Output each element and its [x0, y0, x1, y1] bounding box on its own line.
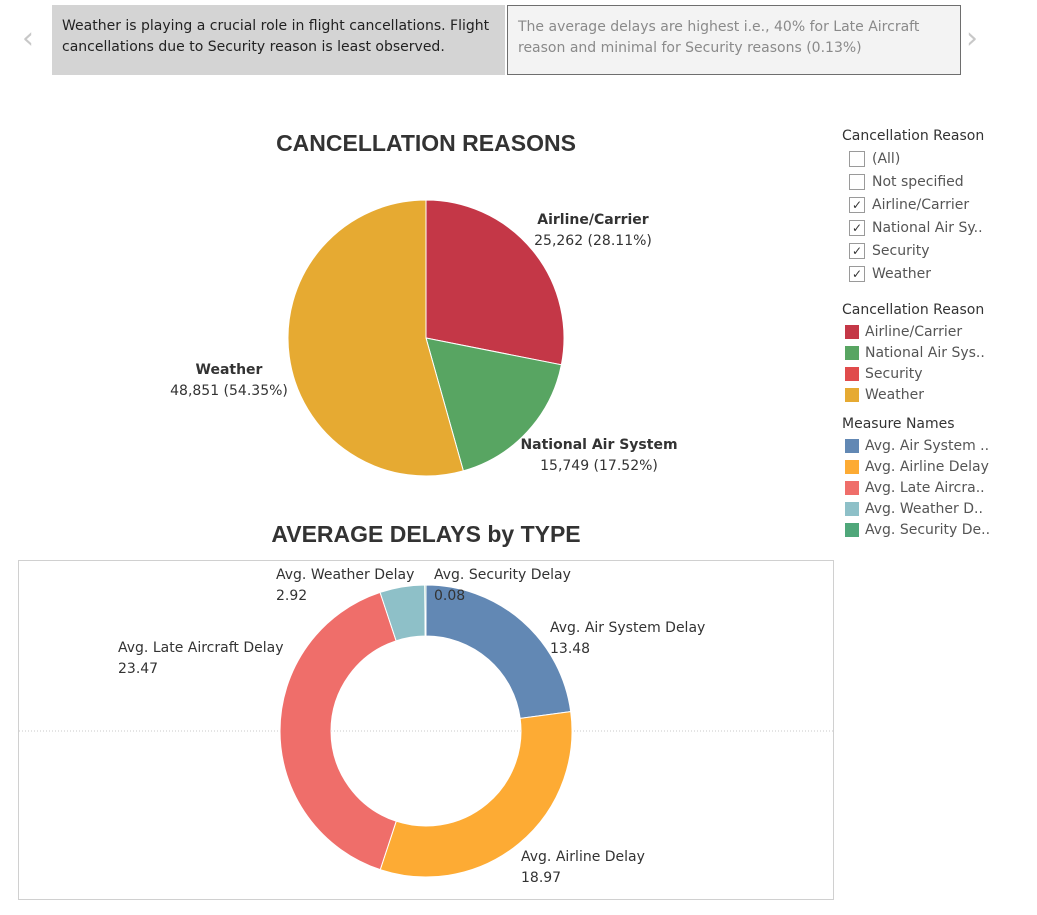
color-swatch: [845, 501, 859, 516]
donut-label-value-avg-weather-delay: 2.92: [276, 588, 307, 604]
legend-item-label: National Air Sys..: [865, 344, 985, 361]
cancellation-reason-legend: Cancellation Reason Airline/Carrier Nati…: [842, 299, 1032, 405]
legend-item-airline-carrier[interactable]: Airline/Carrier: [842, 321, 1032, 342]
pie-label-name-airline-carrier: Airline/Carrier: [537, 212, 649, 228]
legend-item-national-air-system[interactable]: National Air Sys..: [842, 342, 1032, 363]
checkbox-icon[interactable]: [849, 173, 865, 190]
story-prev-arrow-icon[interactable]: ‹: [22, 21, 34, 56]
filter-item-label: Weather: [872, 265, 931, 282]
legend-item-label: Avg. Security De..: [865, 521, 991, 538]
pie-label-value-airline-carrier: 25,262 (28.11%): [534, 233, 652, 249]
checkbox-checked-icon[interactable]: ✓: [849, 265, 865, 282]
delays-chart-frame: Avg. Air System Delay 13.48 Avg. Airline D…: [18, 560, 834, 900]
filter-item-label: (All): [872, 150, 901, 167]
color-swatch: [845, 366, 859, 381]
donut-label-name-avg-security-delay: Avg. Security Delay: [434, 567, 571, 583]
filter-item-weather[interactable]: ✓ Weather: [842, 262, 1032, 285]
filter-title: Cancellation Reason: [842, 128, 985, 144]
color-swatch: [845, 345, 859, 360]
color-swatch: [845, 480, 859, 495]
donut-label-name-avg-air-system-delay: Avg. Air System Delay: [550, 620, 705, 636]
pie-chart-title: CANCELLATION REASONS: [276, 130, 576, 156]
delays-donut-chart: Avg. Air System Delay 13.48 Avg. Airline D…: [19, 567, 833, 886]
filter-item-security[interactable]: ✓ Security: [842, 239, 1032, 262]
donut-chart-title: AVERAGE DELAYS by TYPE: [271, 521, 581, 547]
legend-item-label: Avg. Late Aircra..: [865, 479, 985, 496]
color-swatch: [845, 522, 859, 537]
cancellation-pie-chart: Airline/Carrier 25,262 (28.11%) National A…: [170, 199, 678, 477]
checkbox-icon[interactable]: [849, 150, 865, 167]
legend-title: Measure Names: [842, 416, 955, 432]
slice-avg-air-system-delay[interactable]: [425, 584, 572, 719]
slice-avg-airline-delay[interactable]: [379, 711, 573, 878]
filter-item-airline-carrier[interactable]: ✓ Airline/Carrier: [842, 193, 1032, 216]
pie-label-value-weather: 48,851 (54.35%): [170, 383, 288, 399]
filter-item-label: National Air Sy..: [872, 219, 983, 236]
legend-item-airline-delay[interactable]: Avg. Airline Delay: [842, 456, 1032, 477]
donut-label-name-avg-late-aircraft-delay: Avg. Late Aircraft Delay: [118, 640, 283, 656]
story-next-arrow-icon[interactable]: ›: [966, 21, 978, 56]
checkbox-checked-icon[interactable]: ✓: [849, 242, 865, 259]
color-swatch: [845, 324, 859, 339]
legend-item-air-system-delay[interactable]: Avg. Air System ..: [842, 435, 1032, 456]
checkbox-checked-icon[interactable]: ✓: [849, 219, 865, 236]
filter-item-not-specified[interactable]: Not specified: [842, 170, 1032, 193]
legend-item-label: Weather: [865, 386, 924, 403]
legend-item-label: Avg. Weather D..: [865, 500, 983, 517]
story-point-2[interactable]: The average delays are highest i.e., 40%…: [507, 5, 961, 75]
measure-names-legend: Measure Names Avg. Air System .. Avg. Ai…: [842, 413, 1032, 540]
filter-item-national-air-system[interactable]: ✓ National Air Sy..: [842, 216, 1032, 239]
filter-item-label: Security: [872, 242, 930, 259]
slice-avg-security-delay[interactable]: [424, 584, 427, 637]
legend-item-security-delay[interactable]: Avg. Security De..: [842, 519, 1032, 540]
legend-title: Cancellation Reason: [842, 302, 985, 318]
pie-label-name-national-air-system: National Air System: [520, 437, 677, 453]
cancellation-reason-filter: Cancellation Reason (All) Not specified …: [842, 125, 1032, 285]
slice-national-air-system[interactable]: [425, 337, 562, 472]
legend-item-label: Security: [865, 365, 923, 382]
legend-item-security[interactable]: Security: [842, 363, 1032, 384]
donut-label-value-avg-security-delay: 0.08: [434, 588, 465, 604]
story-point-1[interactable]: Weather is playing a crucial role in fli…: [52, 5, 505, 75]
legend-item-weather[interactable]: Weather: [842, 384, 1032, 405]
slice-avg-late-aircraft-delay[interactable]: [279, 591, 397, 871]
slice-airline-carrier[interactable]: [425, 199, 565, 366]
filter-item-all[interactable]: (All): [842, 147, 1032, 170]
checkbox-checked-icon[interactable]: ✓: [849, 196, 865, 213]
pie-label-name-weather: Weather: [196, 362, 263, 378]
filter-item-label: Airline/Carrier: [872, 196, 970, 213]
donut-label-value-avg-late-aircraft-delay: 23.47: [118, 661, 158, 677]
slice-weather[interactable]: [287, 199, 464, 477]
color-swatch: [845, 438, 859, 453]
legend-item-label: Airline/Carrier: [865, 323, 963, 340]
color-swatch: [845, 459, 859, 474]
donut-label-value-avg-airline-delay: 18.97: [521, 870, 561, 886]
filter-item-label: Not specified: [872, 173, 964, 190]
color-swatch: [845, 387, 859, 402]
legend-item-late-aircraft-delay[interactable]: Avg. Late Aircra..: [842, 477, 1032, 498]
donut-label-value-avg-air-system-delay: 13.48: [550, 641, 590, 657]
donut-label-name-avg-weather-delay: Avg. Weather Delay: [276, 567, 414, 583]
legend-item-label: Avg. Air System ..: [865, 437, 990, 454]
donut-label-name-avg-airline-delay: Avg. Airline Delay: [521, 849, 645, 865]
legend-item-label: Avg. Airline Delay: [865, 458, 989, 475]
pie-label-value-national-air-system: 15,749 (17.52%): [540, 458, 658, 474]
legend-item-weather-delay[interactable]: Avg. Weather D..: [842, 498, 1032, 519]
